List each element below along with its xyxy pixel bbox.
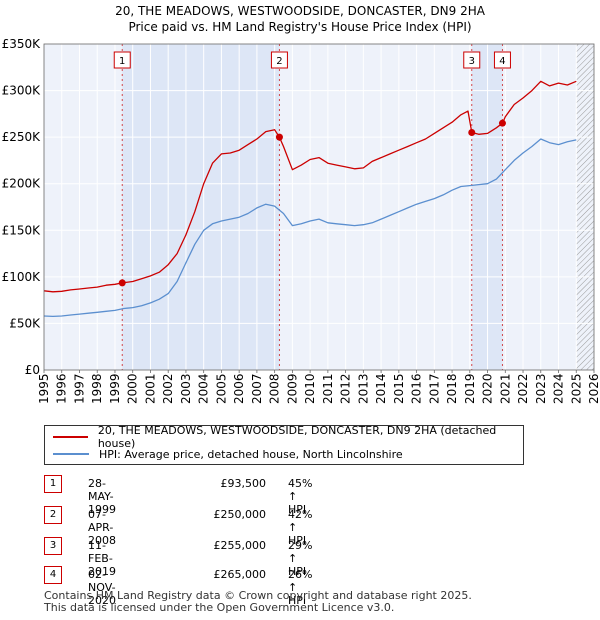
x-tick-label: 2012	[339, 373, 353, 404]
y-tick-label: £100K	[2, 270, 42, 284]
y-tick-label: £350K	[2, 37, 42, 51]
sale-point	[468, 128, 476, 136]
x-tick-label: 2024	[552, 373, 566, 404]
sale-label-box	[113, 51, 131, 69]
footer: Contains HM Land Registry data © Crown c…	[44, 590, 472, 614]
price-chart: 1 2 3 4 £0 £50K £100K £150K £200K £250K £300K £350…	[2, 37, 600, 404]
x-tick-label: 2009	[285, 373, 299, 404]
x-tick-label: 1999	[108, 373, 122, 404]
chart-title: 20, THE MEADOWS, WESTWOODSIDE, DONCASTER…	[115, 4, 485, 18]
x-tick-label: 2008	[268, 373, 282, 404]
sale-number: 3	[44, 537, 62, 555]
x-tick-label: 2005	[214, 373, 228, 404]
x-tick-label: 2016	[410, 373, 424, 404]
y-tick-label: £250K	[2, 130, 42, 144]
sale-hpi: 26% ↑ HPI	[288, 568, 313, 607]
x-tick-label: 2018	[445, 373, 459, 404]
x-tick-label: 1997	[72, 373, 86, 404]
x-tick-label: 2021	[498, 373, 512, 404]
sale-label-box	[463, 51, 481, 69]
y-tick-label: £150K	[2, 223, 42, 237]
hatched-region	[576, 44, 594, 370]
chart-subtitle: Price paid vs. HM Land Registry's House …	[128, 20, 472, 34]
sale-number: 1	[44, 475, 62, 493]
sale-label: 1	[119, 56, 125, 67]
x-tick-label: 2000	[126, 373, 140, 404]
x-tick-label: 2023	[534, 373, 548, 404]
sale-label-box	[493, 51, 511, 69]
sale-hpi: 45% ↑ HPI	[288, 477, 313, 516]
y-tick-label: £50K	[9, 316, 41, 330]
sale-label: 4	[499, 56, 505, 67]
x-tick-label: 2006	[232, 373, 246, 404]
footer-copyright: Contains HM Land Registry data © Crown c…	[44, 589, 472, 602]
x-tick-label: 2001	[143, 373, 157, 404]
x-tick-label: 2026	[587, 373, 600, 404]
legend-item-hpi: HPI: Average price, detached house, Nort…	[53, 446, 403, 462]
sale-label: 3	[469, 56, 475, 67]
x-tick-label: 2015	[392, 373, 406, 404]
legend-item-property: 20, THE MEADOWS, WESTWOODSIDE, DONCASTER…	[53, 424, 523, 450]
sale-point	[498, 119, 506, 127]
x-tick-label: 2010	[303, 373, 317, 404]
hpi-line	[43, 138, 577, 318]
legend-swatch-property	[53, 436, 88, 438]
x-tick-label: 2019	[463, 373, 477, 404]
sale-number: 2	[44, 506, 62, 524]
sale-date: 11-FEB-2019	[88, 539, 116, 578]
sale-hpi: 42% ↑ HPI	[288, 508, 313, 547]
x-tick-label: 2022	[516, 373, 530, 404]
x-tick-label: 2007	[250, 373, 264, 404]
plot-frame	[43, 43, 595, 371]
sale-hpi: 29% ↑ HPI	[288, 539, 313, 578]
shaded-range	[122, 44, 280, 370]
x-tick-label: 2011	[321, 373, 335, 404]
sale-label: 2	[276, 56, 282, 67]
sale-point	[275, 133, 283, 141]
sale-date: 07-APR-2008	[88, 508, 116, 547]
sale-date: 28-MAY-1999	[88, 477, 116, 516]
sale-price: £265,000	[213, 568, 267, 581]
x-tick-label: 2003	[179, 373, 193, 404]
legend-label-property: 20, THE MEADOWS, WESTWOODSIDE, DONCASTER…	[97, 424, 497, 450]
y-tick-label: £200K	[2, 177, 42, 191]
y-tick-label: £300K	[2, 84, 42, 98]
x-tick-label: 2017	[427, 373, 441, 404]
x-tick-label: 2002	[161, 373, 175, 404]
sale-price: £255,000	[213, 539, 267, 552]
x-tick-label: 1995	[37, 373, 51, 404]
sale-number: 4	[44, 566, 62, 584]
x-tick-label: 2013	[356, 373, 370, 404]
sale-point	[118, 279, 126, 287]
sale-price: £93,500	[220, 477, 267, 490]
x-tick-label: 2014	[374, 373, 388, 404]
x-tick-label: 2020	[481, 373, 495, 404]
y-tick-label: £0	[25, 363, 40, 377]
footer-licence: This data is licensed under the Open Gov…	[44, 601, 395, 614]
legend-swatch-hpi	[53, 453, 89, 455]
property-price-line	[43, 80, 577, 293]
sale-date: 02-NOV-2020	[88, 568, 116, 607]
x-tick-label: 2004	[197, 373, 211, 404]
legend: 20, THE MEADOWS, WESTWOODSIDE, DONCASTER…	[44, 424, 524, 465]
x-tick-label: 1996	[55, 373, 69, 404]
x-tick-label: 2025	[569, 373, 583, 404]
legend-label-hpi: HPI: Average price, detached house, Nort…	[99, 447, 403, 461]
x-tick-label: 1998	[90, 373, 104, 404]
sale-label-box	[270, 51, 288, 69]
sale-price: £250,000	[213, 508, 267, 521]
